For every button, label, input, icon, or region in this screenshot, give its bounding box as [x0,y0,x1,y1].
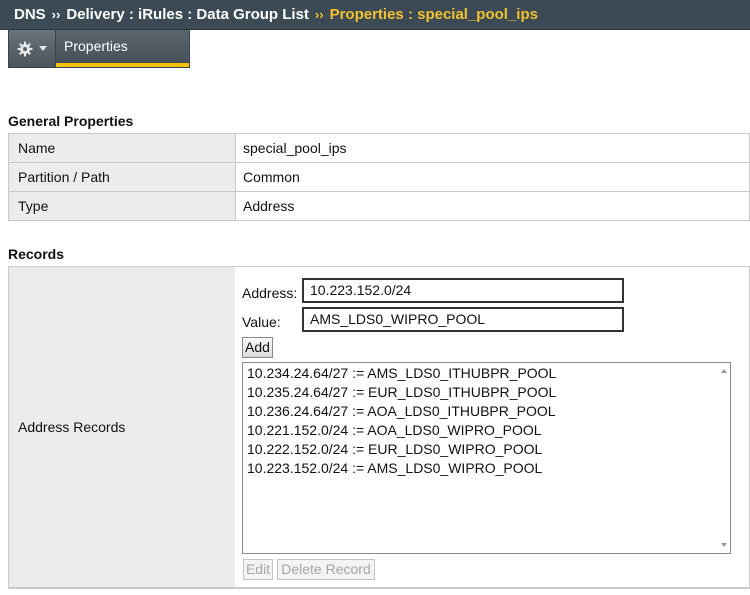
property-label: Type [8,191,236,221]
property-label: Partition / Path [8,162,236,192]
breadcrumb-separator: ›› [51,7,61,22]
table-row: Type Address [8,191,750,221]
property-label: Name [8,133,236,163]
gear-menu-button[interactable] [8,30,56,68]
list-item[interactable]: 10.234.24.64/27 := AMS_LDS0_ITHUBPR_POOL [247,365,557,381]
list-item[interactable]: 10.223.152.0/24 := AMS_LDS0_WIPRO_POOL [247,460,543,476]
divider [8,588,750,589]
list-item[interactable]: 10.235.24.64/27 := EUR_LDS0_ITHUBPR_POOL [247,384,557,400]
value-label: Value: [242,314,281,330]
breadcrumb-current: Properties : special_pool_ips [329,6,538,23]
table-row: Partition / Path Common [8,162,750,192]
scroll-down-arrow-icon[interactable] [721,543,727,547]
property-value: Address [235,191,750,221]
breadcrumb-path[interactable]: Delivery : iRules : Data Group List [66,6,309,23]
address-records-list[interactable]: 10.234.24.64/27 := AMS_LDS0_ITHUBPR_POOL… [242,362,731,554]
value-input[interactable]: AMS_LDS0_WIPRO_POOL [302,307,624,332]
chevron-down-icon [39,46,47,51]
gear-icon [17,41,33,57]
list-item[interactable]: 10.222.152.0/24 := EUR_LDS0_WIPRO_POOL [247,441,543,457]
breadcrumb: DNS ›› Delivery : iRules : Data Group Li… [0,0,750,30]
general-properties-heading: General Properties [8,113,134,129]
list-item[interactable]: 10.221.152.0/24 := AOA_LDS0_WIPRO_POOL [247,422,542,438]
address-label: Address: [242,285,298,301]
add-button[interactable]: Add [242,337,273,358]
tab-bar: Properties [8,30,190,68]
address-records-label: Address Records [18,419,126,435]
general-properties-table: Name special_pool_ips Partition / Path C… [8,133,750,221]
property-value: Common [235,162,750,192]
table-row: Name special_pool_ips [8,133,750,163]
scroll-up-arrow-icon[interactable] [721,369,727,373]
delete-record-button[interactable]: Delete Record [277,559,375,580]
list-item[interactable]: 10.236.24.64/27 := AOA_LDS0_ITHUBPR_POOL [247,403,556,419]
breadcrumb-root[interactable]: DNS [14,6,46,23]
edit-button[interactable]: Edit [243,559,273,580]
address-input[interactable]: 10.223.152.0/24 [302,278,624,303]
records-heading: Records [8,246,65,262]
address-records-label-cell: Address Records [8,266,236,588]
property-value: special_pool_ips [235,133,750,163]
breadcrumb-separator: ›› [314,7,324,22]
tab-label: Properties [64,38,128,54]
tab-properties[interactable]: Properties [56,30,190,68]
active-tab-indicator [56,63,189,67]
